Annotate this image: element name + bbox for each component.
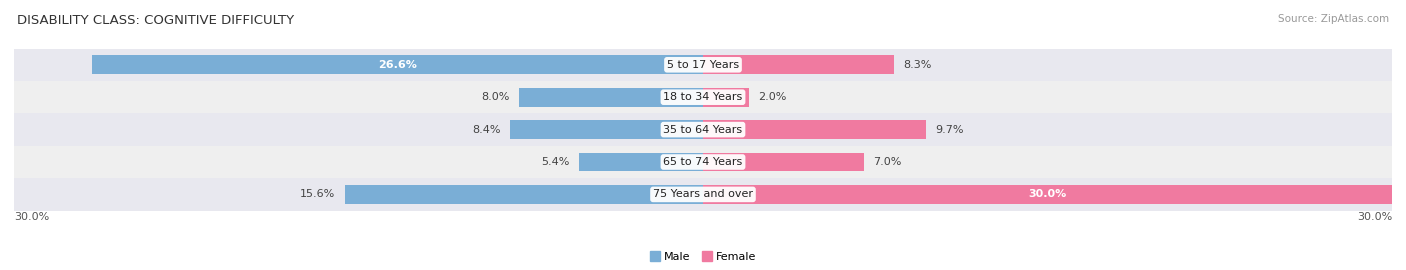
Bar xyxy=(519,88,703,107)
Bar xyxy=(510,120,703,139)
Bar xyxy=(344,185,703,204)
Bar xyxy=(579,153,703,171)
Text: 8.4%: 8.4% xyxy=(472,124,501,135)
Bar xyxy=(14,178,1392,211)
Bar xyxy=(703,120,925,139)
Text: 30.0%: 30.0% xyxy=(1028,189,1067,200)
Bar xyxy=(14,146,1392,178)
Text: 5.4%: 5.4% xyxy=(541,157,569,167)
Bar xyxy=(14,49,1392,81)
Legend: Male, Female: Male, Female xyxy=(645,247,761,266)
Text: DISABILITY CLASS: COGNITIVE DIFFICULTY: DISABILITY CLASS: COGNITIVE DIFFICULTY xyxy=(17,14,294,26)
Text: 26.6%: 26.6% xyxy=(378,60,418,70)
Text: 5 to 17 Years: 5 to 17 Years xyxy=(666,60,740,70)
Text: 35 to 64 Years: 35 to 64 Years xyxy=(664,124,742,135)
Bar xyxy=(703,185,1392,204)
Bar xyxy=(14,113,1392,146)
Text: 30.0%: 30.0% xyxy=(1357,212,1392,222)
Bar xyxy=(14,81,1392,113)
Text: 9.7%: 9.7% xyxy=(935,124,963,135)
Bar xyxy=(93,55,703,74)
Text: 7.0%: 7.0% xyxy=(873,157,901,167)
Bar xyxy=(703,55,894,74)
Text: 30.0%: 30.0% xyxy=(14,212,49,222)
Text: 8.0%: 8.0% xyxy=(482,92,510,102)
Text: 18 to 34 Years: 18 to 34 Years xyxy=(664,92,742,102)
Text: 15.6%: 15.6% xyxy=(301,189,336,200)
Bar xyxy=(703,153,863,171)
Text: 2.0%: 2.0% xyxy=(758,92,786,102)
Text: 75 Years and over: 75 Years and over xyxy=(652,189,754,200)
Text: 65 to 74 Years: 65 to 74 Years xyxy=(664,157,742,167)
Text: Source: ZipAtlas.com: Source: ZipAtlas.com xyxy=(1278,14,1389,23)
Text: 8.3%: 8.3% xyxy=(903,60,931,70)
Bar xyxy=(703,88,749,107)
